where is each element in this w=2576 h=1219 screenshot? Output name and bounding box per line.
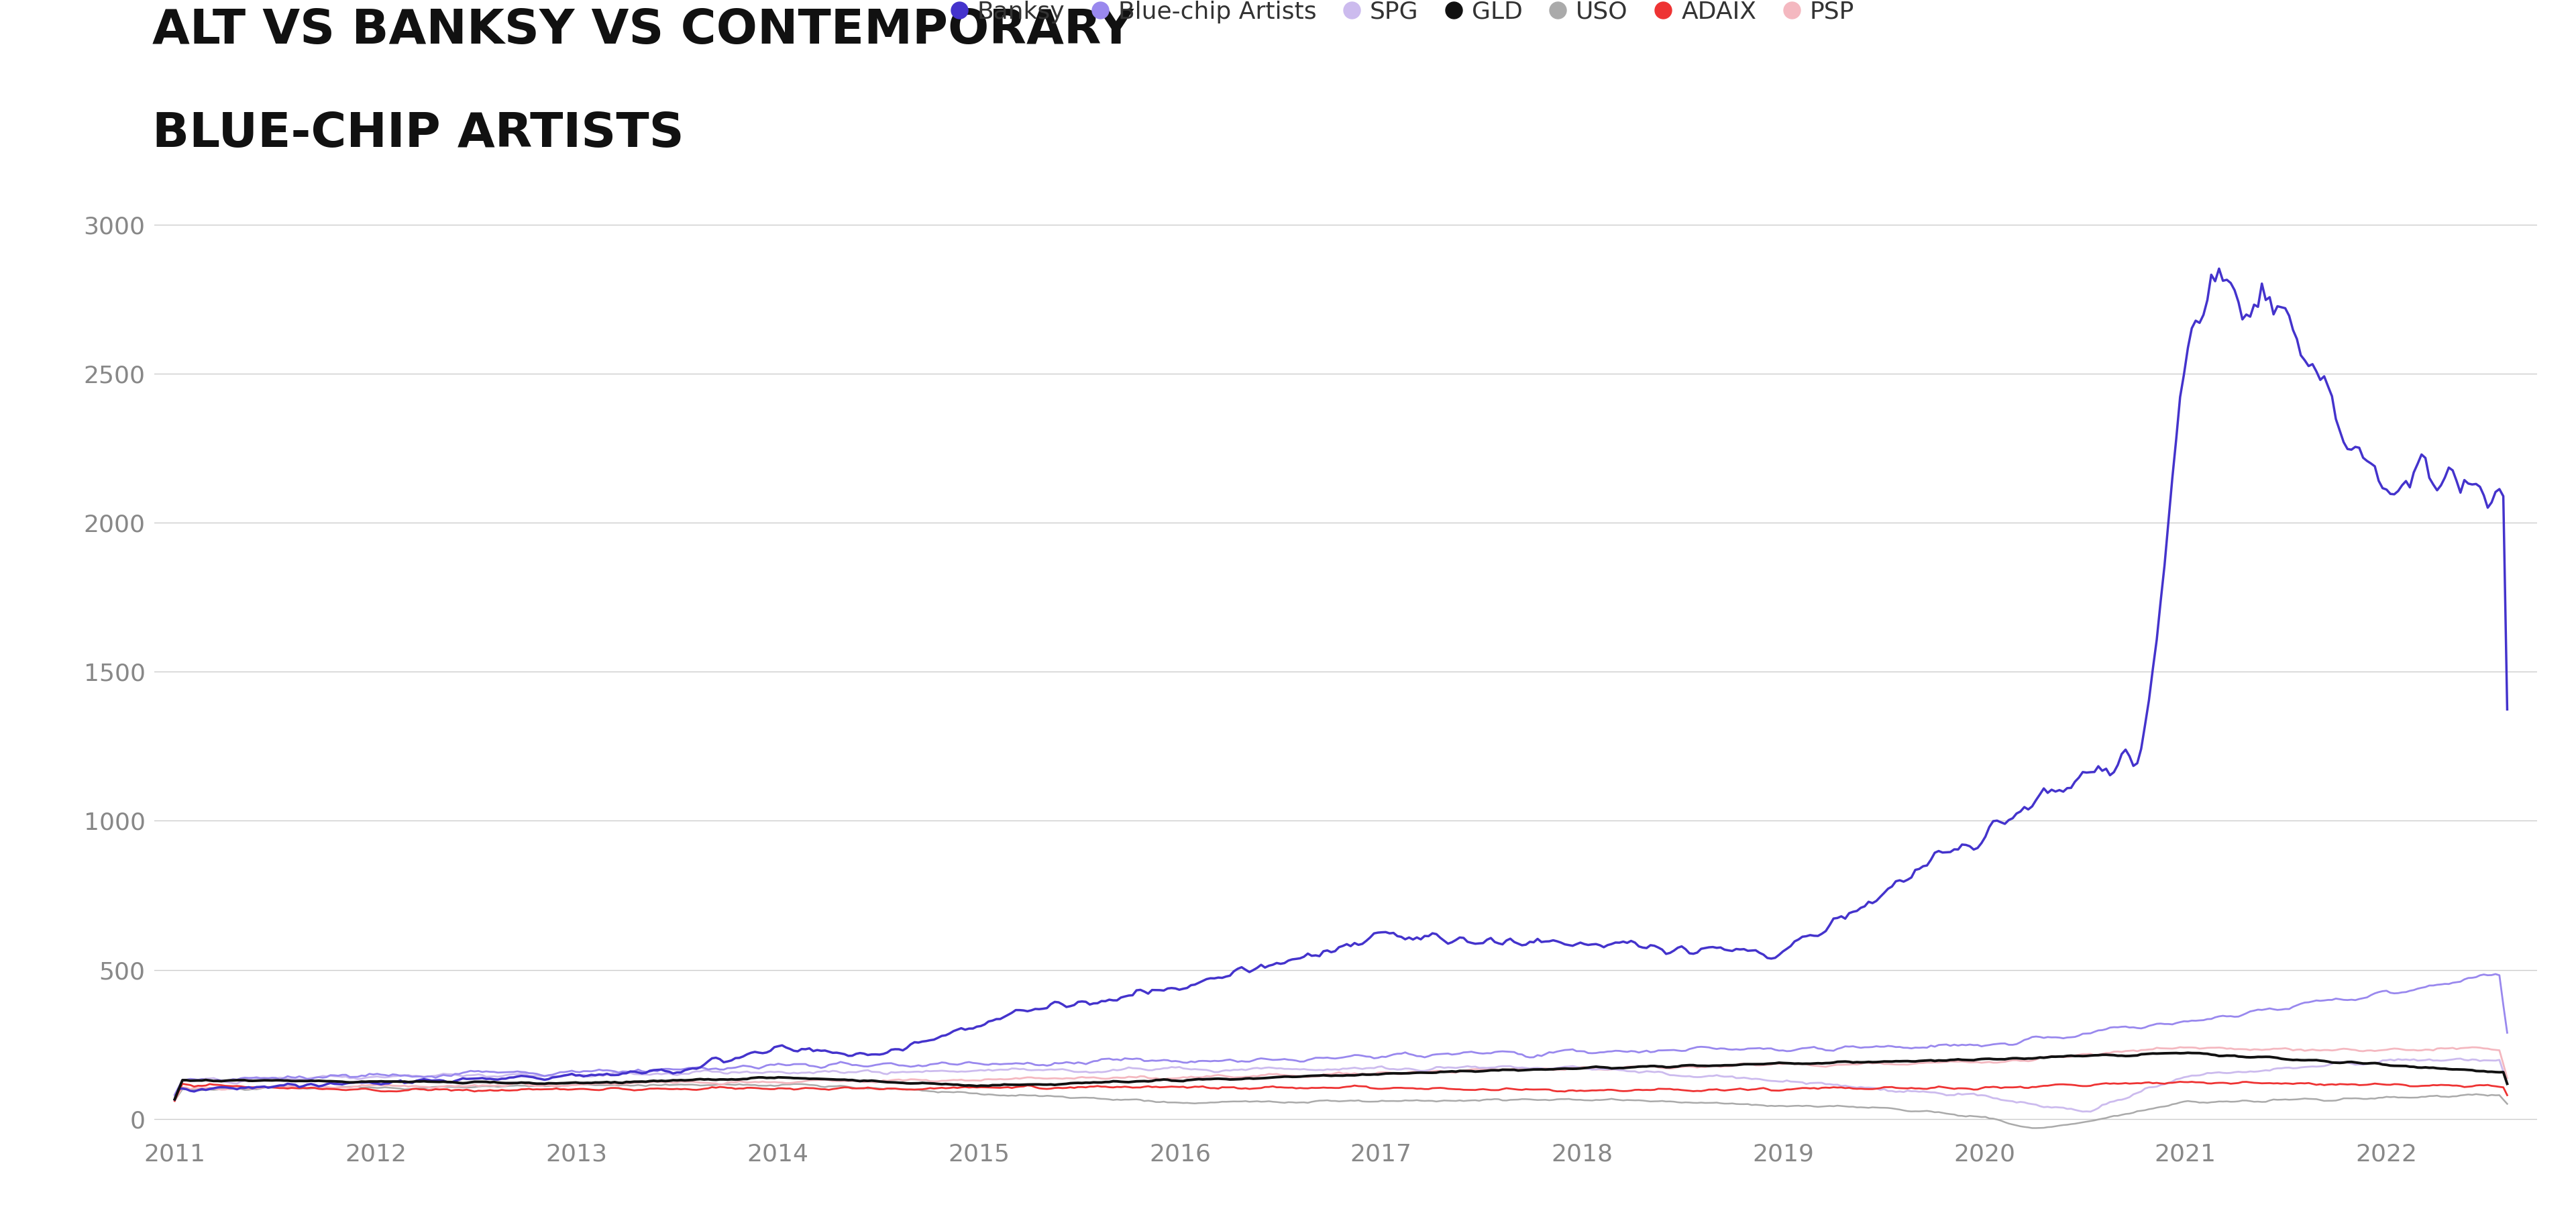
Legend: Banksy, Blue-chip Artists, SPG, GLD, USO, ADAIX, PSP: Banksy, Blue-chip Artists, SPG, GLD, USO…	[953, 1, 1855, 23]
Text: ALT VS BANKSY VS CONTEMPORARY: ALT VS BANKSY VS CONTEMPORARY	[152, 7, 1133, 54]
Text: BLUE-CHIP ARTISTS: BLUE-CHIP ARTISTS	[152, 111, 685, 157]
